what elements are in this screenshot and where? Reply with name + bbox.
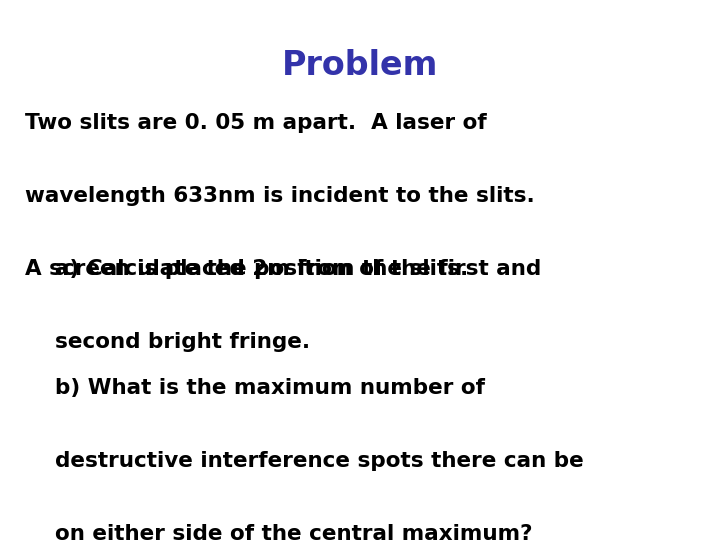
Text: a) Calculate the position of the first and: a) Calculate the position of the first a… — [25, 259, 541, 279]
Text: wavelength 633nm is incident to the slits.: wavelength 633nm is incident to the slit… — [25, 186, 535, 206]
Text: A screen is placed 2m from the slits.: A screen is placed 2m from the slits. — [25, 259, 469, 279]
Text: Two slits are 0. 05 m apart.  A laser of: Two slits are 0. 05 m apart. A laser of — [25, 113, 487, 133]
Text: second bright fringe.: second bright fringe. — [25, 332, 310, 352]
Text: on either side of the central maximum?: on either side of the central maximum? — [25, 524, 533, 540]
Text: Problem: Problem — [282, 49, 438, 82]
Text: destructive interference spots there can be: destructive interference spots there can… — [25, 451, 584, 471]
Text: b) What is the maximum number of: b) What is the maximum number of — [25, 378, 485, 398]
